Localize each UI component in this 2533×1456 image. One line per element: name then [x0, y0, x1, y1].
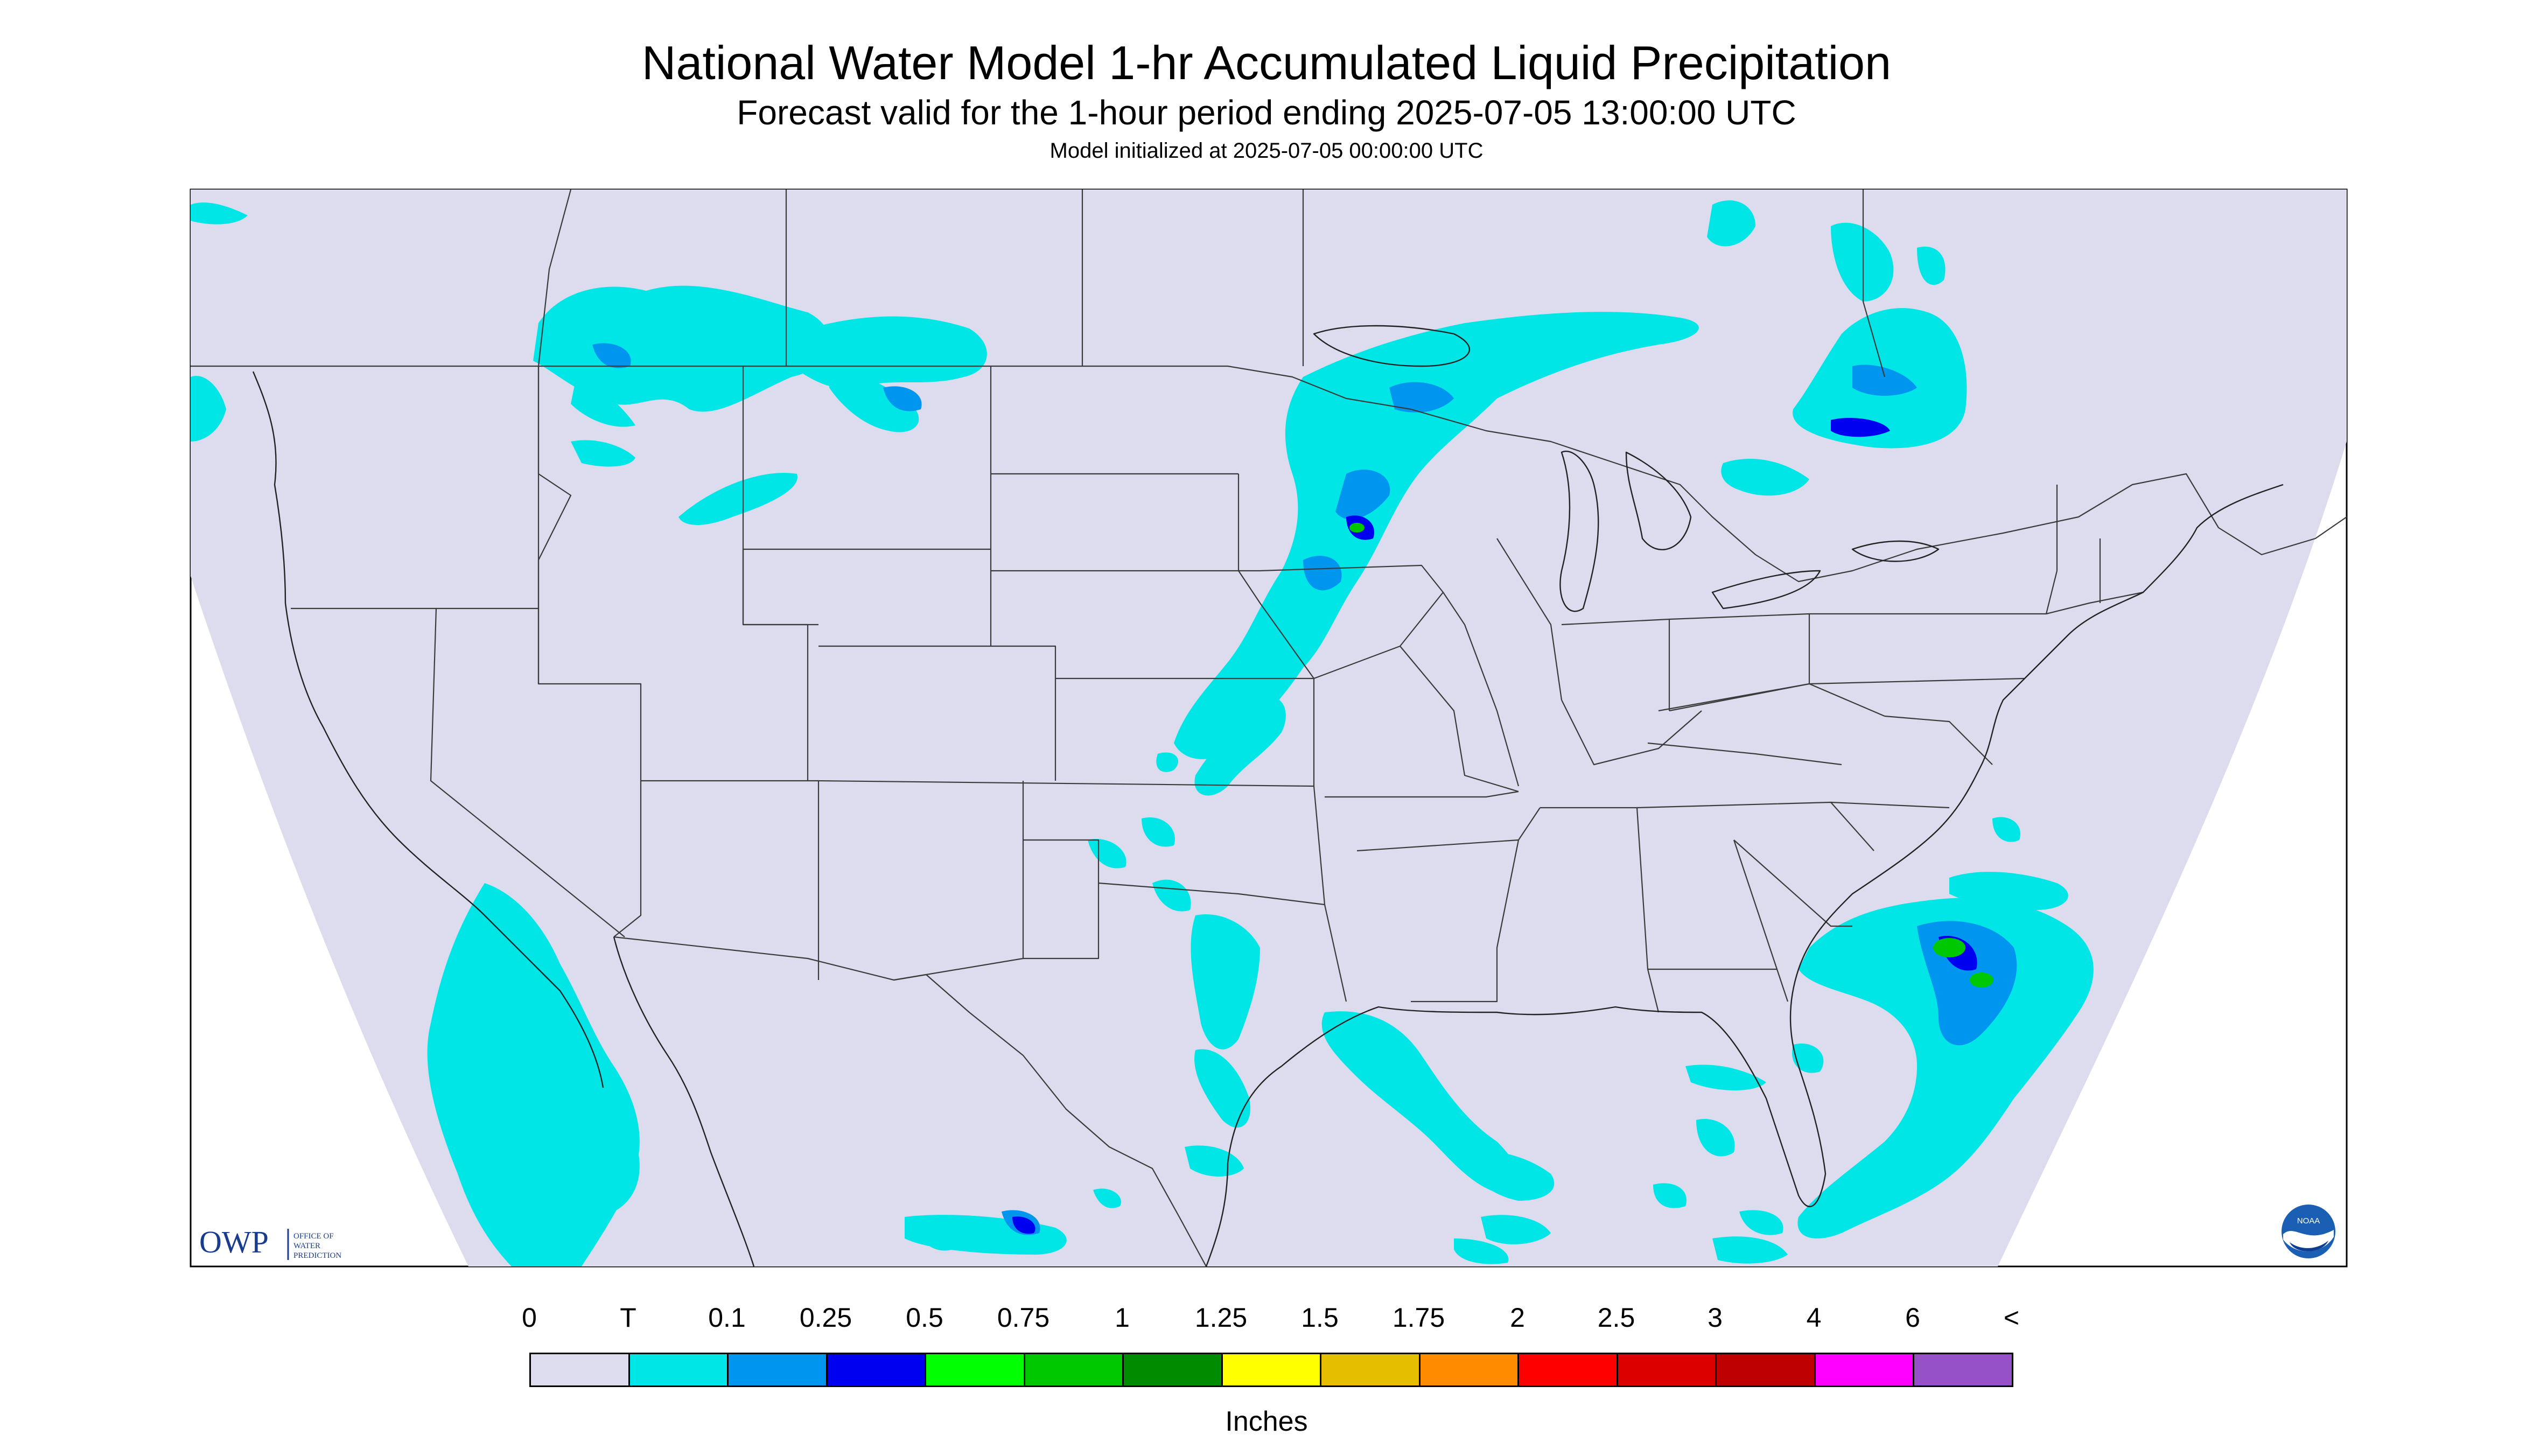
legend-swatch: [1418, 1353, 1519, 1387]
map-subtitle: Forecast valid for the 1-hour period end…: [737, 93, 1796, 132]
legend-swatch: [1616, 1353, 1717, 1387]
svg-text:OWP: OWP: [199, 1224, 269, 1259]
precip-heavy-areas: [1349, 523, 1993, 988]
legend-units: Inches: [1225, 1406, 1308, 1437]
legend-label: 2.5: [1597, 1303, 1635, 1333]
legend-label: 1.25: [1194, 1303, 1248, 1333]
legend-label: 0.25: [799, 1303, 852, 1333]
legend-label: 6: [1905, 1303, 1920, 1333]
svg-text:NOAA: NOAA: [2297, 1216, 2320, 1226]
state-and-national-boundaries: [191, 189, 2347, 1267]
legend-label: T: [620, 1303, 636, 1333]
coastlines: [252, 325, 2284, 1267]
legend-label: 3: [1708, 1303, 1723, 1333]
legend-label: 2: [1510, 1303, 1525, 1333]
legend-label: 0.75: [997, 1303, 1050, 1333]
owp-logo: OWP OFFICE OF WATER PREDICTION: [199, 1224, 341, 1260]
legend-swatch: [1715, 1353, 1816, 1387]
legend-label: <: [2003, 1303, 2020, 1333]
legend-label: 0.1: [708, 1303, 746, 1333]
legend-swatch: [727, 1353, 828, 1387]
legend-swatch: [1221, 1353, 1321, 1387]
legend-swatch: [1320, 1353, 1421, 1387]
legend-label: 1: [1115, 1303, 1130, 1333]
legend-swatch: [1122, 1353, 1223, 1387]
legend-swatch: [1814, 1353, 1914, 1387]
legend-label: 0.5: [906, 1303, 943, 1333]
legend-swatch: [1913, 1353, 2013, 1387]
precip-trace-areas: [191, 200, 2094, 1266]
legend-label: 1.75: [1392, 1303, 1445, 1333]
map-title: National Water Model 1-hr Accumulated Li…: [641, 36, 1892, 89]
svg-text:OFFICE OF: OFFICE OF: [293, 1232, 334, 1241]
svg-text:PREDICTION: PREDICTION: [293, 1251, 341, 1260]
legend-swatch: [628, 1353, 729, 1387]
legend-label: 4: [1806, 1303, 1822, 1333]
legend-swatch: [529, 1353, 630, 1387]
model-init-time: Model initialized at 2025-07-05 00:00:00…: [1049, 139, 1484, 163]
legend-swatch: [1023, 1353, 1124, 1387]
legend-swatch: [1517, 1353, 1618, 1387]
legend-swatch: [825, 1353, 926, 1387]
legend-label: 1.5: [1301, 1303, 1339, 1333]
svg-text:WATER: WATER: [293, 1242, 320, 1250]
noaa-logo: NOAA: [2282, 1205, 2335, 1258]
legend-label: 0: [522, 1303, 537, 1333]
legend-swatch: [925, 1353, 1025, 1387]
